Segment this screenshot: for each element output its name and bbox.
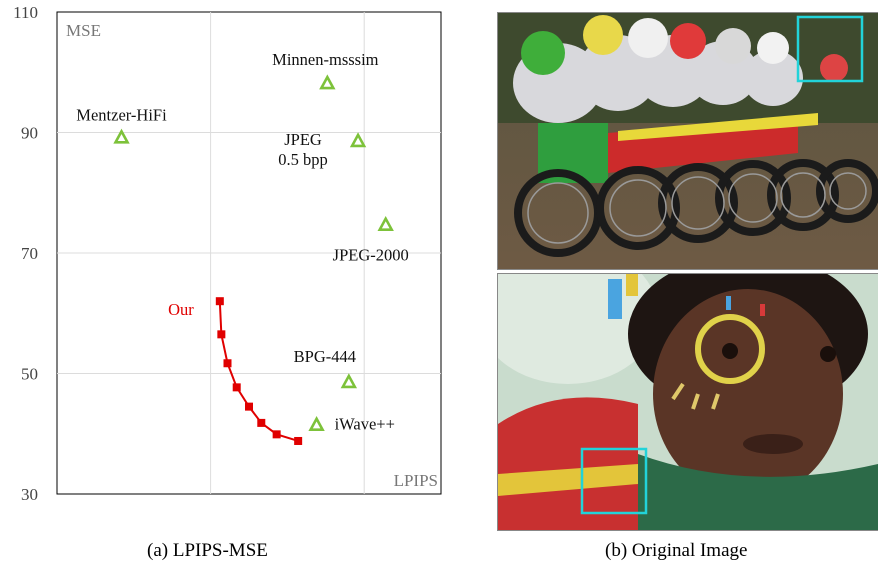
data-point-our xyxy=(223,359,231,367)
x-axis-label: LPIPS xyxy=(394,471,438,490)
data-point-our xyxy=(217,330,225,338)
y-tick-label: 70 xyxy=(21,244,38,263)
annotation-label: JPEG-2000 xyxy=(333,246,409,265)
motocross-image xyxy=(498,13,878,269)
data-point-our xyxy=(216,297,224,305)
x-tick-label: 0.00 xyxy=(42,513,72,515)
data-point-our xyxy=(273,430,281,438)
data-point-our xyxy=(245,403,253,411)
annotation-label: Minnen-msssim xyxy=(272,50,379,69)
y-tick-label: 50 xyxy=(21,365,38,384)
data-point-our xyxy=(294,437,302,445)
annotation-label: iWave++ xyxy=(335,415,395,434)
annotation-label: 0.5 bpp xyxy=(278,150,328,169)
caption-left: (a) LPIPS-MSE xyxy=(147,540,268,562)
y-tick-label: 30 xyxy=(21,485,38,504)
tick-labels: 0.00 0.10 0.20 30 50 70 90 110 xyxy=(13,3,379,515)
data-point-our xyxy=(257,419,265,427)
data-point-baseline xyxy=(352,135,364,146)
data-point-baseline xyxy=(380,219,392,230)
y-tick-label: 110 xyxy=(13,3,38,22)
data-point-baseline xyxy=(343,376,355,387)
lpips-mse-chart: 0.00 0.10 0.20 30 50 70 90 110 MSE LPIPS Mentze… xyxy=(0,0,470,515)
caption-right: (b) Original Image xyxy=(605,540,747,562)
data-point-our xyxy=(233,383,241,391)
annotation-label: Mentzer-HiFi xyxy=(76,105,167,124)
data-point-baseline xyxy=(321,77,333,88)
y-axis-label: MSE xyxy=(66,21,101,40)
y-tick-label: 90 xyxy=(21,124,38,143)
annotation-label: JPEG xyxy=(284,130,322,149)
x-tick-label: 0.10 xyxy=(196,513,226,515)
data-point-baseline xyxy=(311,419,323,430)
annotation-our: Our xyxy=(168,300,194,319)
photo-girl xyxy=(497,273,878,531)
girl-image xyxy=(498,274,878,530)
series-our xyxy=(216,297,302,445)
x-tick-label: 0.20 xyxy=(349,513,379,515)
annotation-label: BPG-444 xyxy=(294,347,356,366)
photo-motocross xyxy=(497,12,878,270)
